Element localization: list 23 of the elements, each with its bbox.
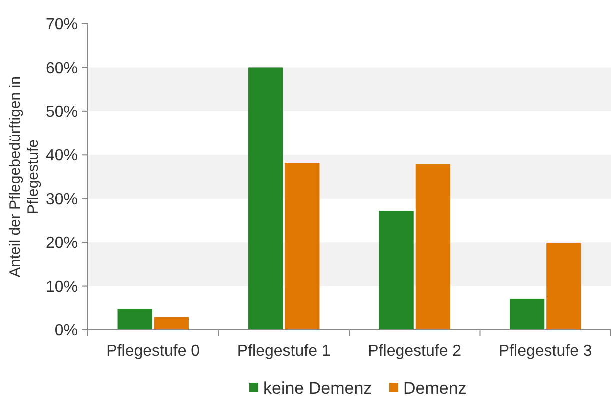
x-tick-label: Pflegestufe 3 — [498, 343, 592, 360]
y-tick-label: 70% — [46, 16, 78, 34]
bar — [285, 163, 320, 330]
bar — [118, 309, 152, 330]
x-tick-label: Pflegestufe 1 — [237, 343, 331, 360]
bar — [416, 164, 450, 330]
bar — [379, 211, 414, 330]
y-tick-label: 40% — [46, 148, 78, 165]
y-tick-label: 10% — [46, 278, 78, 296]
y-tick-label: 30% — [46, 191, 78, 208]
y-tick-label: 60% — [46, 60, 78, 78]
legend-label: keine Demenz — [264, 379, 372, 398]
bar — [154, 317, 189, 330]
x-tick-label: Pflegestufe 0 — [106, 343, 200, 360]
bar — [510, 298, 545, 330]
y-tick-label: 20% — [46, 235, 78, 252]
y-tick-label: 0% — [54, 322, 78, 340]
bar — [546, 243, 582, 330]
legend-label: Demenz — [404, 379, 467, 398]
bar — [248, 68, 284, 330]
x-tick-label: Pflegestufe 2 — [368, 343, 462, 360]
y-tick-label: 50% — [46, 104, 78, 122]
y-axis-title: Anteil der Pflegebedürftigen in Pflegestufe — [7, 76, 42, 278]
